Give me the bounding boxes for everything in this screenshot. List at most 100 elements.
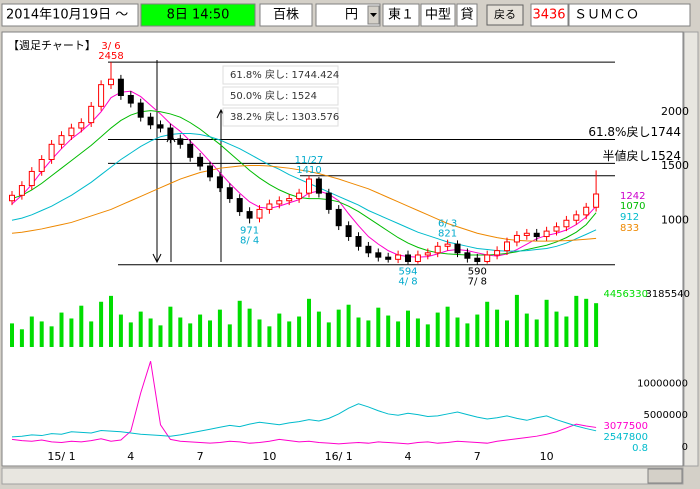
- candle-body: [38, 159, 45, 172]
- volume-bar: [406, 310, 410, 347]
- candle-body: [306, 178, 312, 194]
- volume-bar: [49, 326, 54, 347]
- date: 2014年10月19日 ～: [6, 8, 128, 23]
- candle-body: [474, 257, 481, 262]
- candle-body: [543, 230, 550, 238]
- code: 3436: [532, 8, 565, 23]
- candle-body: [167, 127, 174, 140]
- ma-label: 833: [620, 223, 639, 234]
- candle-body: [533, 232, 540, 238]
- candle-body: [98, 84, 105, 107]
- scroll-thumb[interactable]: [647, 468, 683, 484]
- candle-body: [117, 78, 124, 97]
- y-tick-label: 1500: [661, 159, 689, 172]
- horizontal-scrollbar[interactable]: [1, 467, 684, 485]
- volume-bar: [396, 321, 401, 347]
- fib-row: [222, 65, 339, 85]
- volume-bar: [307, 298, 311, 347]
- dropdown-arrow: [370, 13, 377, 17]
- candle-body: [88, 105, 95, 124]
- volume-bar: [227, 324, 232, 347]
- volume-bar: [168, 306, 173, 347]
- ratio-label: 0.8: [632, 443, 648, 454]
- volume-bar: [69, 318, 74, 347]
- volume-bar: [10, 323, 14, 347]
- volume-bar: [178, 317, 183, 347]
- candle-body: [157, 124, 164, 129]
- volume-bar: [287, 321, 292, 347]
- candle-body: [513, 234, 520, 243]
- volume-bar: [356, 317, 361, 347]
- y-tick-label: 1000: [661, 213, 689, 226]
- vertical-scrollbar[interactable]: [683, 31, 699, 467]
- volume-bar: [376, 307, 381, 347]
- candle-body: [325, 192, 332, 210]
- fib-row: [222, 86, 339, 106]
- volume-bar: [148, 318, 153, 347]
- date-annotation: 3/ 6: [101, 41, 120, 52]
- candle-body: [454, 243, 461, 254]
- indicator-label: 3077500: [603, 421, 648, 432]
- candle-body: [593, 193, 600, 208]
- date-annotation: 6/ 3: [438, 219, 457, 230]
- back-button[interactable]: [486, 4, 524, 26]
- candle-body: [315, 178, 322, 194]
- x-tick-label: 7: [474, 450, 481, 463]
- unit-box: [259, 3, 313, 27]
- fib-line-label: 半値戻し1524: [602, 148, 681, 163]
- candle-body: [68, 127, 75, 137]
- volume-bar: [336, 309, 341, 347]
- date-annotation: 4/ 8: [398, 276, 417, 287]
- candle-body: [345, 225, 352, 238]
- market: 東１: [388, 7, 414, 23]
- candle-body: [494, 250, 501, 256]
- volume-bar: [465, 323, 470, 347]
- x-tick-label: 10: [262, 450, 276, 463]
- date-box: [1, 3, 139, 27]
- x-tick-label: 7: [197, 450, 204, 463]
- candle-body: [296, 192, 303, 200]
- volume-bar: [534, 319, 539, 347]
- lending-box: [456, 3, 478, 27]
- fib-line-label: 61.8%戻し1744: [588, 125, 681, 139]
- moving-average: [11, 90, 597, 258]
- volume-bar: [89, 321, 94, 347]
- candle-body: [405, 254, 411, 262]
- price-annotation: 1410: [296, 165, 321, 176]
- date-annotation: 8/ 4: [240, 235, 259, 246]
- volume-bar: [79, 305, 84, 347]
- candle-body: [583, 206, 590, 216]
- volume-bar: [29, 316, 34, 347]
- volume-bar: [247, 308, 252, 347]
- volume-bar: [415, 318, 420, 347]
- candle-body: [573, 214, 580, 221]
- volume-bar: [128, 322, 133, 347]
- candle-body: [18, 185, 25, 196]
- clock: 8日 14:50: [167, 8, 230, 23]
- volume-bar: [19, 329, 24, 347]
- candle-body: [335, 208, 342, 227]
- currency-select[interactable]: [315, 3, 381, 27]
- candle-body: [256, 208, 263, 219]
- volume-bar: [39, 321, 44, 347]
- volume-bar: [277, 313, 282, 347]
- candle-body: [177, 138, 184, 145]
- volume-bar: [574, 295, 579, 347]
- volume-bar: [198, 314, 203, 347]
- ma-label: 1070: [620, 201, 645, 212]
- close-label: 1242: [620, 191, 645, 202]
- candle-body: [226, 187, 233, 200]
- chart-title: 【週足チャート】: [8, 39, 96, 52]
- volume-bar: [237, 300, 242, 347]
- candle-body: [147, 116, 154, 126]
- volume-bar: [594, 303, 599, 347]
- candle-body: [216, 176, 223, 189]
- x-tick-label: 4: [127, 450, 134, 463]
- y-tick-label: 0: [682, 442, 688, 453]
- volume-bar: [118, 314, 123, 347]
- volume-bar: [366, 320, 371, 347]
- stock-name: ＳＵＭＣＯ: [574, 8, 639, 23]
- volume-bar: [544, 299, 549, 347]
- volume-bar: [524, 313, 529, 347]
- candle-body: [127, 95, 134, 104]
